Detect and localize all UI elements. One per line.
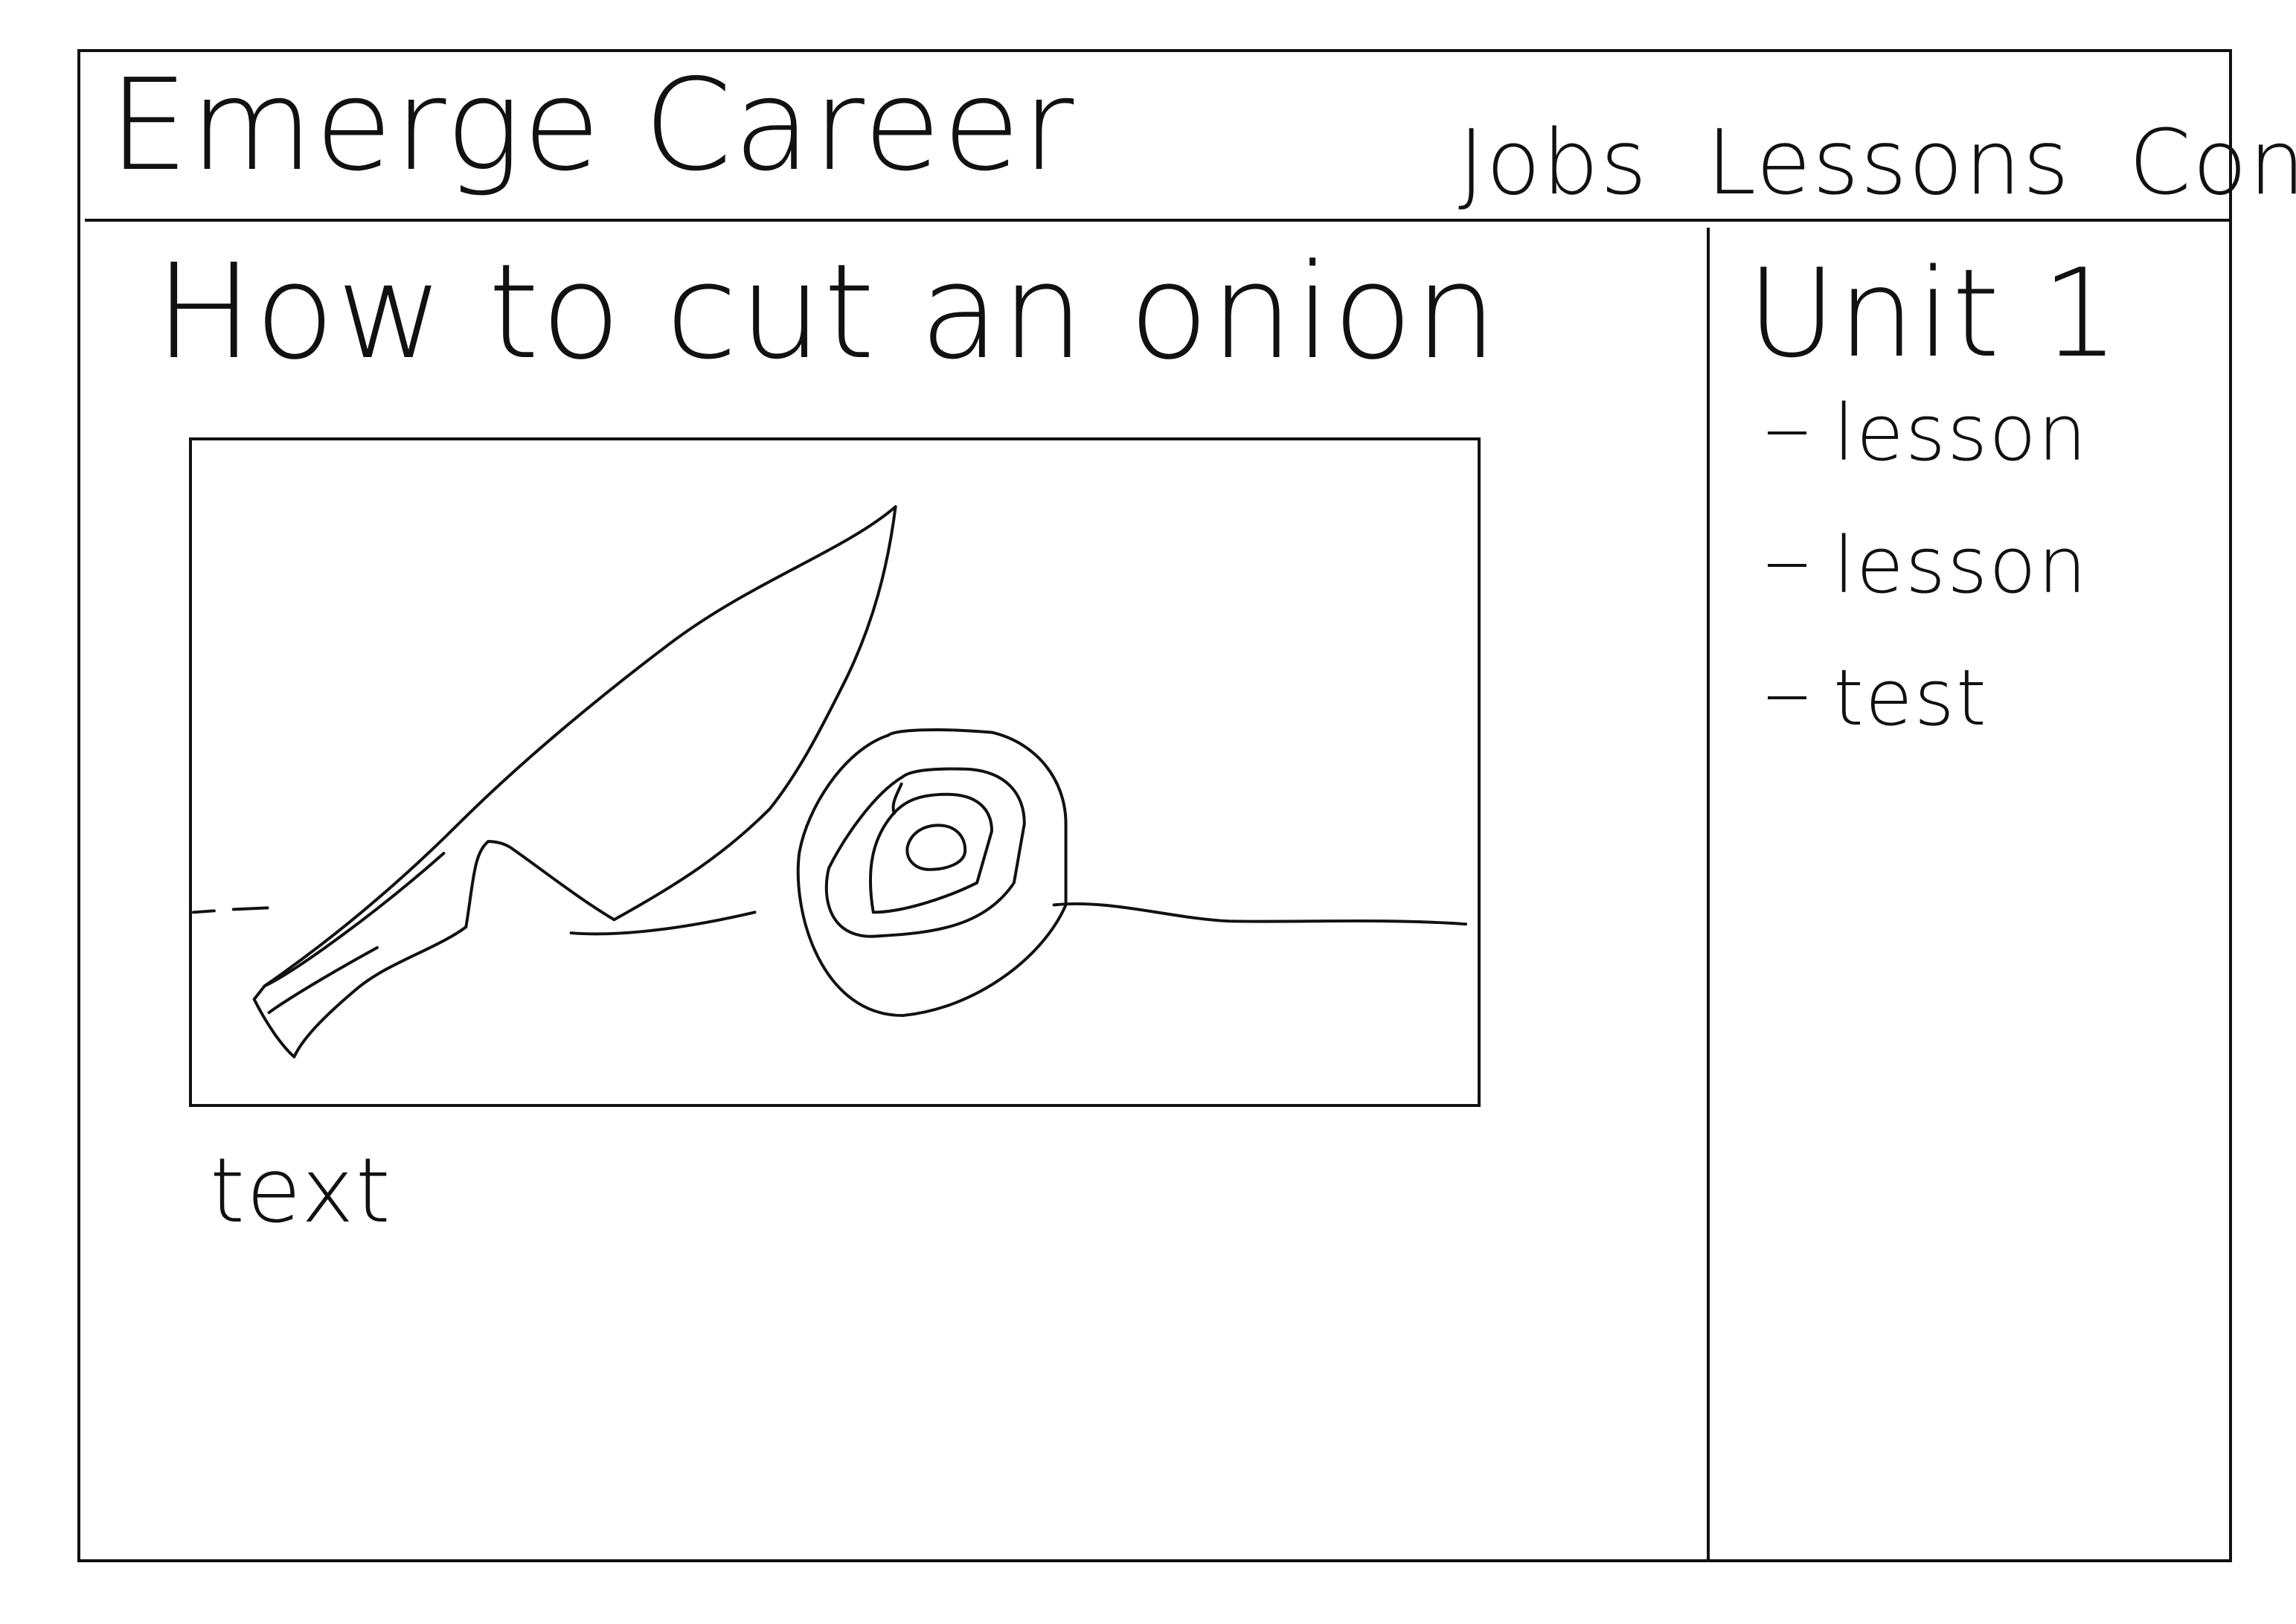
unit-lesson-list: lesson lesson test [1768, 394, 2088, 792]
sidebar-item-label: test [1833, 652, 1988, 743]
sidebar-item-label: lesson [1833, 520, 2088, 611]
sidebar-item-lesson-1[interactable]: lesson [1768, 394, 2088, 472]
lesson-body-text: text [210, 1140, 392, 1243]
top-nav: Jobs Lessons Contact [1458, 119, 2296, 208]
nav-link-jobs[interactable]: Jobs [1458, 112, 1649, 215]
nav-link-lessons[interactable]: Lessons [1706, 112, 2071, 215]
sidebar-item-lesson-2[interactable]: lesson [1768, 527, 2088, 604]
dash-icon [1768, 431, 1806, 434]
site-title[interactable]: Emerge Career [109, 52, 1076, 199]
sidebar-item-test[interactable]: test [1768, 659, 2088, 736]
page-frame [77, 49, 2232, 1562]
unit-title: Unit 1 [1747, 243, 2121, 385]
dash-icon [1768, 564, 1806, 567]
dash-icon [1768, 696, 1806, 699]
nav-link-contact[interactable]: Contact [2129, 112, 2296, 215]
lesson-title: How to cut an onion [155, 236, 1499, 388]
lesson-media[interactable] [189, 437, 1481, 1107]
sidebar-item-label: lesson [1833, 388, 2088, 478]
knife-onion-sketch-icon [192, 505, 1468, 1059]
header-divider [85, 219, 2229, 222]
sidebar-divider [1707, 228, 1710, 1561]
